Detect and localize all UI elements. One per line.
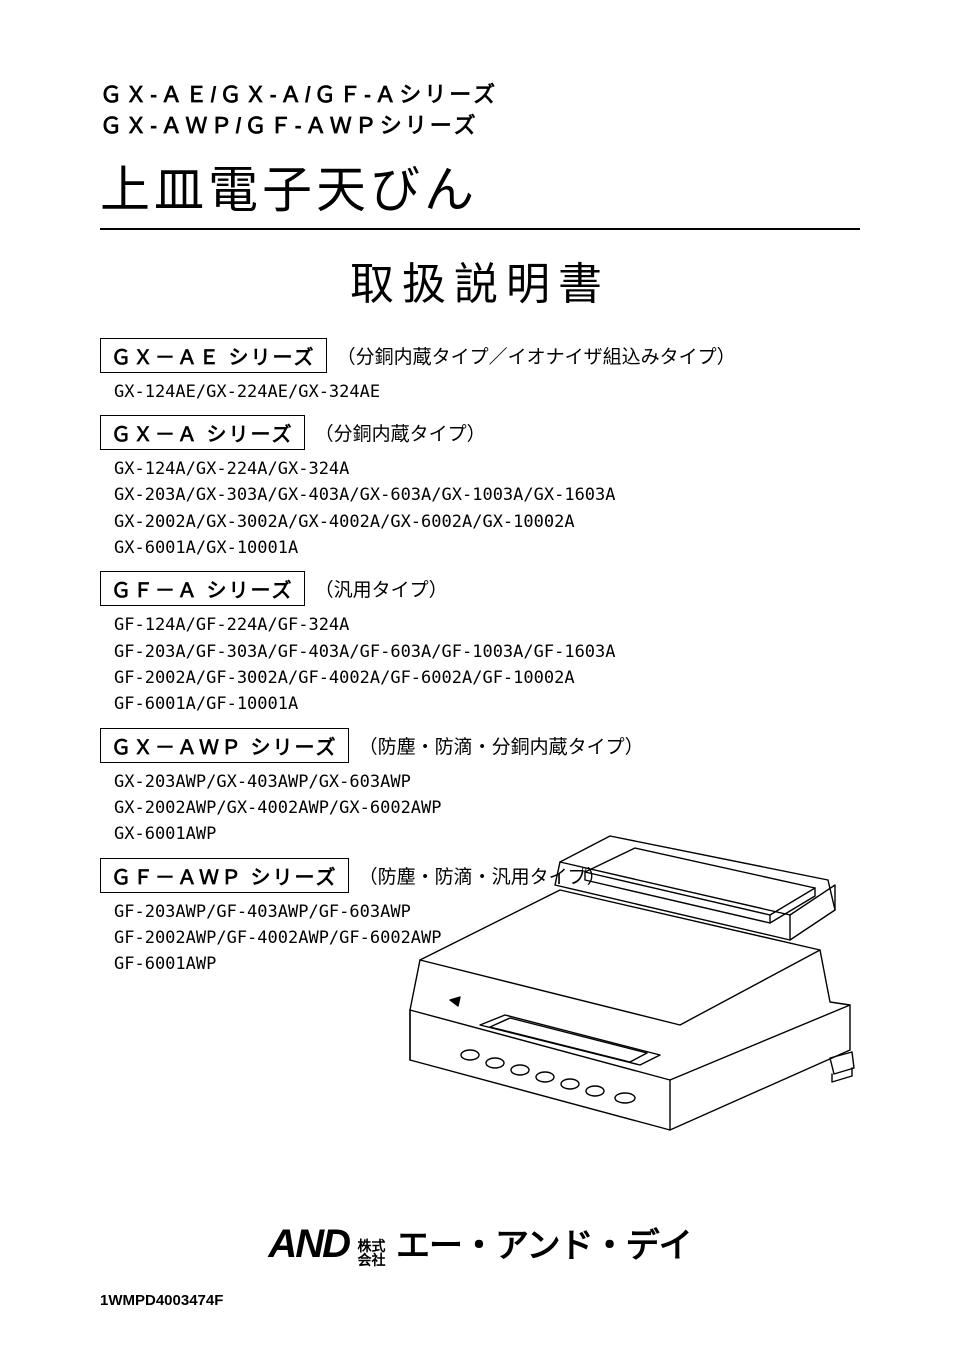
- series-section: ＧＦ－Ａ シリーズ（汎用タイプ）GF-124A/GF-224A/GF-324AG…: [100, 571, 860, 717]
- series-header-line2: ＧＸ-ＡＷＰ/ＧＦ-ＡＷＰシリーズ: [100, 111, 860, 142]
- section-head: ＧＦ－Ａ シリーズ （汎用タイプ）: [100, 571, 860, 606]
- manual-label: 取扱説明書: [100, 248, 860, 312]
- model-line: GX-124A/GX-224A/GX-324A: [114, 456, 860, 482]
- model-line: GX-203AWP/GX-403AWP/GX-603AWP: [114, 769, 860, 795]
- model-line: GX-2002AWP/GX-4002AWP/GX-6002AWP: [114, 795, 860, 821]
- section-head: ＧＸ－ＡＷＰ シリーズ （防塵・防滴・分銅内蔵タイプ）: [100, 728, 860, 763]
- series-header-line1: ＧＸ-ＡＥ/ＧＸ-Ａ/ＧＦ-Ａシリーズ: [100, 80, 860, 111]
- model-list: GF-124A/GF-224A/GF-324AGF-203A/GF-303A/G…: [100, 612, 860, 717]
- header-block: ＧＸ-ＡＥ/ＧＸ-Ａ/ＧＦ-Ａシリーズ ＧＸ-ＡＷＰ/ＧＦ-ＡＷＰシリーズ 上皿…: [100, 80, 860, 230]
- series-box-label: ＧＦ－Ａ シリーズ: [100, 571, 305, 606]
- series-section: ＧＸ－ＡＥ シリーズ （分銅内蔵タイプ／イオナイザ組込みタイプ） GX-124AE/…: [100, 338, 860, 405]
- document-code: 1WMPD4003474F: [100, 1292, 223, 1309]
- series-box-label: ＧＦ－ＡＷＰ シリーズ: [100, 858, 349, 893]
- model-line: GX-2002A/GX-3002A/GX-4002A/GX-6002A/GX-1…: [114, 509, 860, 535]
- series-description: （防塵・防滴・分銅内蔵タイプ）: [359, 732, 644, 759]
- section-head: ＧＸ－Ａ シリーズ （分銅内蔵タイプ）: [100, 415, 860, 450]
- series-box-label: ＧＸ－ＡＷＰ シリーズ: [100, 728, 349, 763]
- model-line: GF-2002A/GF-3002A/GF-4002A/GF-6002A/GF-1…: [114, 665, 860, 691]
- model-list: GX-124A/GX-224A/GX-324AGX-203A/GX-303A/G…: [100, 456, 860, 561]
- section-head: ＧＸ－ＡＥ シリーズ （分銅内蔵タイプ／イオナイザ組込みタイプ）: [100, 338, 860, 373]
- model-line: GX-6001A/GX-10001A: [114, 535, 860, 561]
- balance-illustration: [360, 830, 870, 1150]
- series-description: （分銅内蔵タイプ）: [315, 419, 486, 446]
- model-line: GF-203A/GF-303A/GF-403A/GF-603A/GF-1003A…: [114, 639, 860, 665]
- model-line: GF-6001A/GF-10001A: [114, 691, 860, 717]
- series-section: ＧＸ－Ａ シリーズ （分銅内蔵タイプ） GX-124A/GX-224A/GX-324…: [100, 415, 860, 561]
- company-name: エー・アンド・デイ: [396, 1227, 692, 1265]
- series-description: （汎用タイプ）: [315, 575, 448, 602]
- corp-kabushiki: 株式会社: [358, 1239, 386, 1267]
- model-line: GF-124A/GF-224A/GF-324A: [114, 612, 860, 638]
- series-box-label: ＧＸ－Ａ シリーズ: [100, 415, 305, 450]
- logo-mark: AND: [268, 1222, 349, 1266]
- model-line: GX-124AE/GX-224AE/GX-324AE: [114, 379, 860, 405]
- model-line: GX-203A/GX-303A/GX-403A/GX-603A/GX-1003A…: [114, 482, 860, 508]
- model-list: GX-124AE/GX-224AE/GX-324AE: [100, 379, 860, 405]
- product-title: 上皿電子天びん: [100, 150, 860, 230]
- series-box-label: ＧＸ－ＡＥ シリーズ: [100, 338, 327, 373]
- company-logo: AND 株式会社 エー・アンド・デイ: [0, 1218, 960, 1267]
- series-description: （分銅内蔵タイプ／イオナイザ組込みタイプ）: [337, 342, 736, 369]
